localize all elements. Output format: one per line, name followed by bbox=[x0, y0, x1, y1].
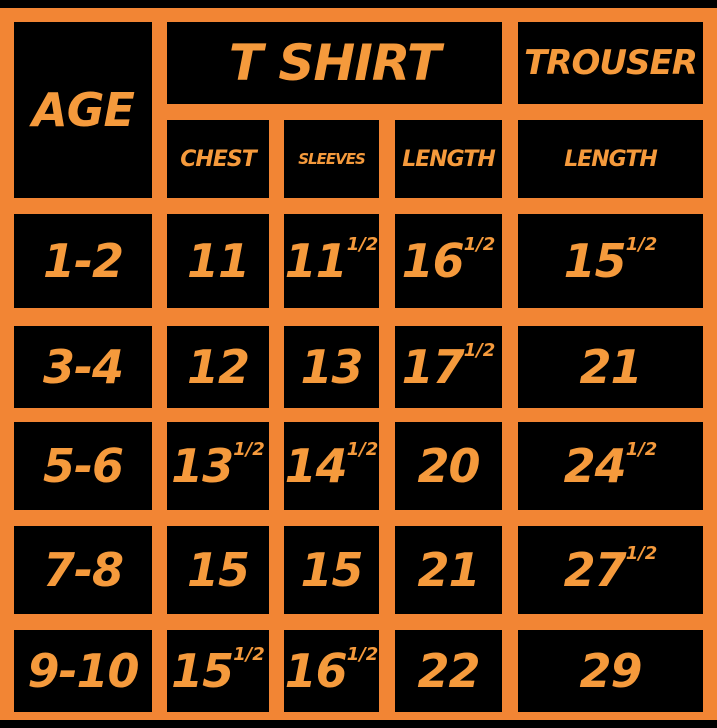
size-cell: 29 bbox=[518, 630, 703, 712]
size-value: 27 bbox=[563, 543, 627, 597]
size-fraction: 1/2 bbox=[463, 340, 496, 362]
column-label: LENGTH bbox=[564, 146, 658, 172]
size-fraction: 1/2 bbox=[346, 439, 379, 461]
size-value: 16 bbox=[284, 644, 348, 698]
size-fraction: 1/2 bbox=[233, 439, 265, 461]
size-cell: 16 1/2 bbox=[395, 214, 502, 308]
size-cell: 15 bbox=[284, 526, 379, 614]
size-cell: 11 bbox=[167, 214, 269, 308]
size-value: 22 bbox=[417, 644, 480, 698]
age-cell: 1-2 bbox=[14, 214, 152, 308]
size-value: 15 bbox=[171, 644, 234, 698]
size-value: 16 bbox=[401, 234, 465, 288]
age-value: 3-4 bbox=[42, 340, 124, 394]
size-value: 15 bbox=[563, 234, 627, 288]
size-value: 20 bbox=[417, 439, 480, 493]
size-value: 11 bbox=[284, 234, 348, 288]
column-label: SLEEVES bbox=[298, 150, 366, 168]
age-cell: 3-4 bbox=[14, 326, 152, 408]
trouser-header: TROUSER bbox=[518, 22, 703, 104]
age-cell: 5-6 bbox=[14, 422, 152, 510]
size-fraction: 1/2 bbox=[625, 543, 658, 565]
column-header: SLEEVES bbox=[284, 120, 379, 198]
size-value: 12 bbox=[186, 340, 250, 394]
size-cell: 15 1/2 bbox=[167, 630, 269, 712]
size-cell: 13 bbox=[284, 326, 379, 408]
size-value: 15 bbox=[186, 543, 250, 597]
size-fraction: 1/2 bbox=[346, 644, 379, 666]
age-value: 9-10 bbox=[27, 644, 139, 698]
age-header: AGE bbox=[14, 22, 152, 198]
column-header: LENGTH bbox=[518, 120, 703, 198]
size-cell: 21 bbox=[518, 326, 703, 408]
size-value: 13 bbox=[300, 340, 363, 394]
column-label: LENGTH bbox=[402, 146, 496, 172]
column-label: CHEST bbox=[180, 146, 256, 172]
size-cell: 27 1/2 bbox=[518, 526, 703, 614]
size-value: 14 bbox=[284, 439, 348, 493]
size-cell: 14 1/2 bbox=[284, 422, 379, 510]
size-value: 24 bbox=[563, 439, 627, 493]
column-header: CHEST bbox=[167, 120, 269, 198]
size-cell: 13 1/2 bbox=[167, 422, 269, 510]
size-cell: 12 bbox=[167, 326, 269, 408]
size-fraction: 1/2 bbox=[625, 234, 658, 256]
tshirt-header: T SHIRT bbox=[167, 22, 502, 104]
age-value: 5-6 bbox=[42, 439, 124, 493]
size-value: 17 bbox=[401, 340, 465, 394]
size-value: 21 bbox=[579, 340, 642, 394]
size-cell: 11 1/2 bbox=[284, 214, 379, 308]
size-cell: 17 1/2 bbox=[395, 326, 502, 408]
size-cell: 16 1/2 bbox=[284, 630, 379, 712]
size-value: 29 bbox=[579, 644, 642, 698]
age-value: 1-2 bbox=[42, 234, 124, 288]
size-value: 13 bbox=[171, 439, 234, 493]
size-cell: 24 1/2 bbox=[518, 422, 703, 510]
size-cell: 15 1/2 bbox=[518, 214, 703, 308]
size-fraction: 1/2 bbox=[463, 234, 496, 256]
size-fraction: 1/2 bbox=[625, 439, 658, 461]
age-value: 7-8 bbox=[42, 543, 124, 597]
size-value: 15 bbox=[300, 543, 363, 597]
size-value: 11 bbox=[186, 234, 250, 288]
size-cell: 22 bbox=[395, 630, 502, 712]
age-cell: 9-10 bbox=[14, 630, 152, 712]
size-cell: 20 bbox=[395, 422, 502, 510]
size-cell: 21 bbox=[395, 526, 502, 614]
size-fraction: 1/2 bbox=[346, 234, 379, 256]
size-cell: 15 bbox=[167, 526, 269, 614]
size-fraction: 1/2 bbox=[233, 644, 265, 666]
column-header: LENGTH bbox=[395, 120, 502, 198]
size-chart: AGE T SHIRT TROUSER CHEST SLEEVES LENGTH LE… bbox=[0, 8, 717, 720]
age-cell: 7-8 bbox=[14, 526, 152, 614]
size-value: 21 bbox=[417, 543, 480, 597]
